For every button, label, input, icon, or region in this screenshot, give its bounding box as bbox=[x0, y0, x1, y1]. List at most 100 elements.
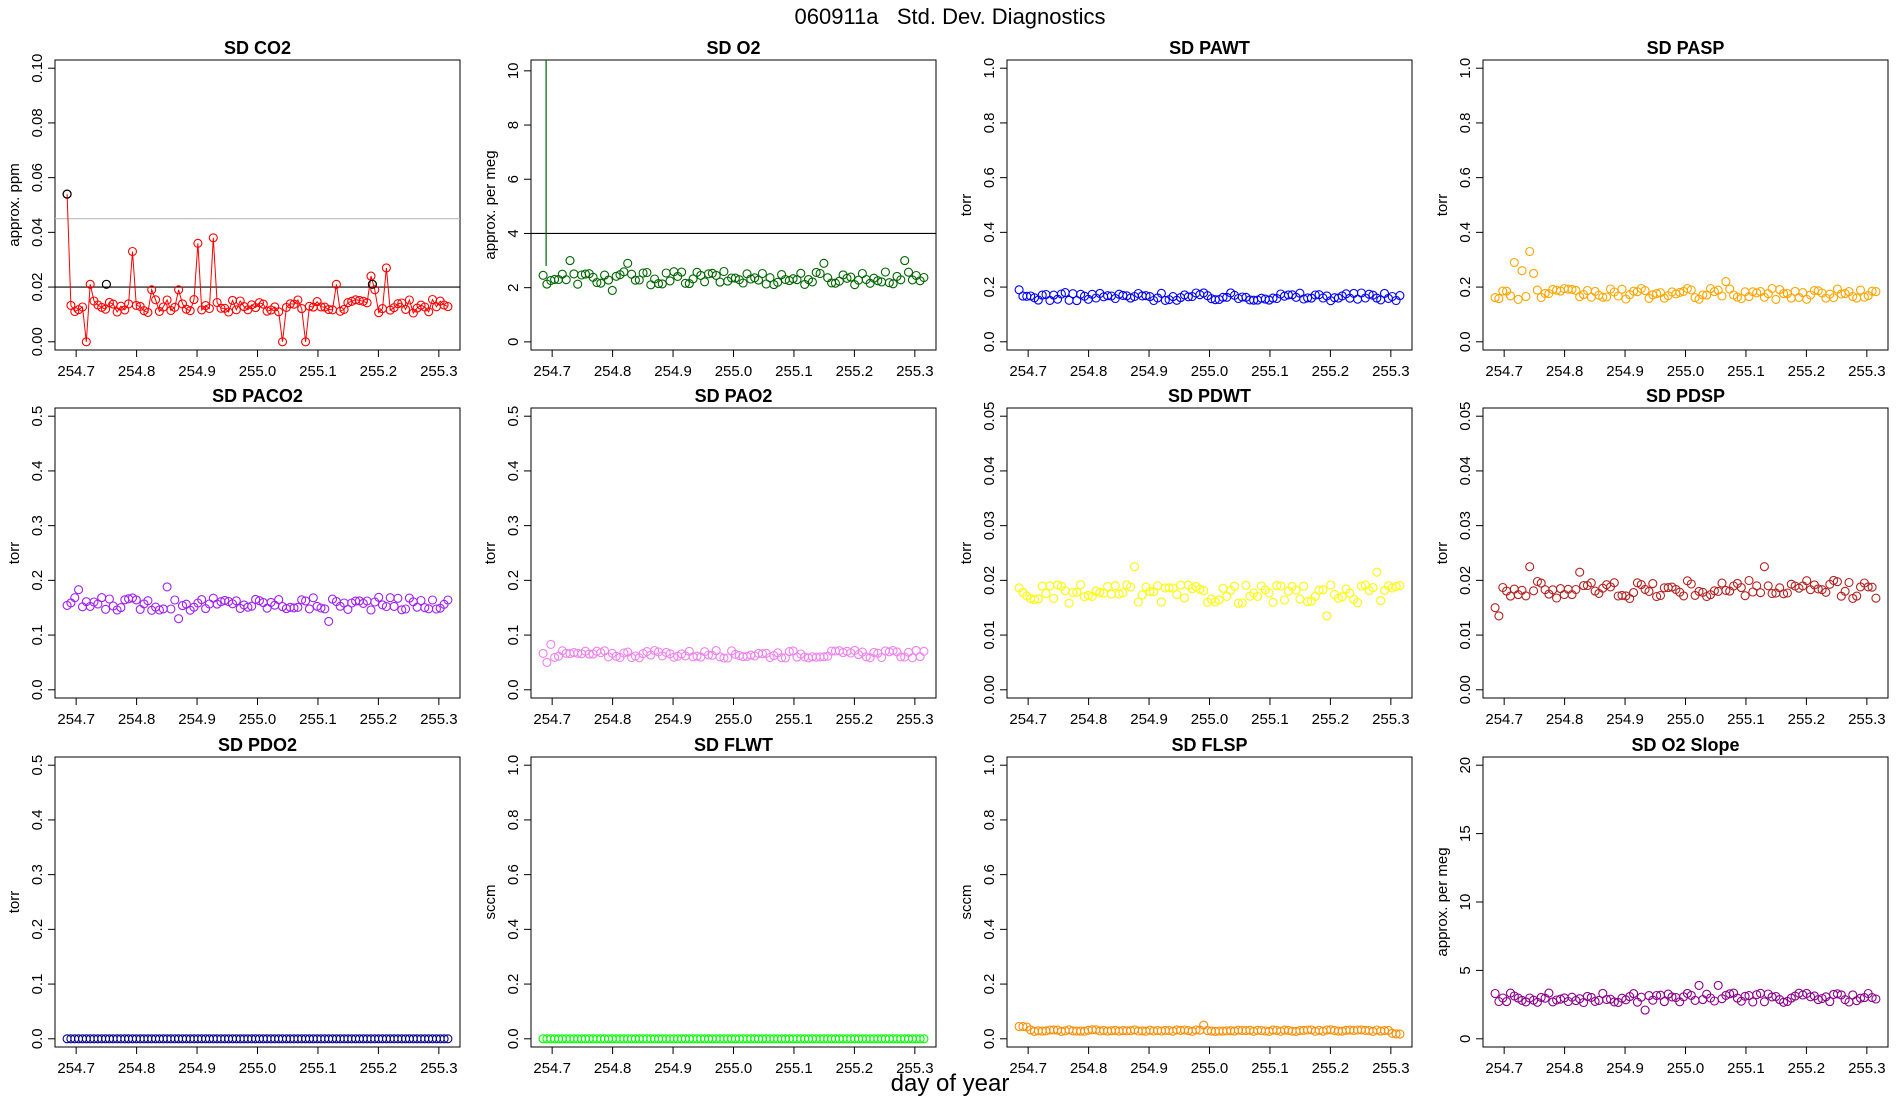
data-point bbox=[1544, 988, 1554, 998]
x-tick-label: 254.8 bbox=[1546, 711, 1584, 728]
data-point bbox=[1156, 597, 1166, 607]
data-point bbox=[1218, 292, 1228, 302]
data-point bbox=[170, 302, 180, 312]
data-point bbox=[1372, 567, 1382, 577]
data-point bbox=[1176, 580, 1186, 590]
x-tick-label: 254.7 bbox=[1009, 363, 1047, 380]
data-point bbox=[1598, 988, 1608, 998]
panel-title: SD PAWT bbox=[1169, 38, 1250, 58]
data-point bbox=[723, 653, 733, 663]
data-point bbox=[1076, 580, 1086, 590]
x-tick-label: 254.8 bbox=[1546, 363, 1584, 380]
data-point bbox=[1395, 1029, 1405, 1039]
x-tick-label: 255.0 bbox=[715, 363, 753, 380]
x-tick-label: 254.8 bbox=[594, 363, 632, 380]
data-point bbox=[101, 604, 111, 614]
data-point bbox=[1237, 292, 1247, 302]
data-point bbox=[443, 1034, 453, 1044]
data-point bbox=[293, 602, 303, 612]
data-point bbox=[70, 593, 80, 603]
y-tick-label: 1.0 bbox=[505, 755, 522, 776]
x-tick-label: 255.3 bbox=[420, 711, 458, 728]
x-tick-label: 255.1 bbox=[299, 1060, 337, 1077]
data-point bbox=[815, 268, 825, 279]
y-tick-label: 0.0 bbox=[1457, 331, 1474, 352]
data-point bbox=[1045, 581, 1055, 591]
x-tick-label: 254.9 bbox=[1130, 711, 1168, 728]
data-point bbox=[185, 306, 195, 316]
data-point bbox=[661, 647, 671, 657]
highlight-point bbox=[62, 189, 72, 199]
data-point bbox=[1049, 593, 1059, 603]
data-point bbox=[1356, 581, 1366, 591]
data-point bbox=[1752, 581, 1762, 591]
y-tick-label: 0.03 bbox=[981, 511, 998, 540]
data-point bbox=[1536, 992, 1546, 1002]
data-point bbox=[1103, 582, 1113, 592]
plot-frame bbox=[1006, 407, 1413, 699]
y-axis-label: sccm bbox=[482, 885, 499, 920]
data-point bbox=[1740, 991, 1750, 1001]
data-point bbox=[619, 648, 629, 658]
data-point bbox=[1376, 596, 1386, 606]
data-point bbox=[1586, 292, 1596, 302]
data-point bbox=[1832, 577, 1842, 587]
data-point bbox=[1268, 597, 1278, 607]
data-point bbox=[1164, 583, 1174, 593]
data-point bbox=[1648, 579, 1658, 589]
y-tick-label: 0.08 bbox=[29, 108, 46, 137]
data-point bbox=[657, 279, 667, 289]
y-tick-label: 0.0 bbox=[29, 1028, 46, 1049]
data-point bbox=[174, 614, 184, 624]
data-point bbox=[630, 275, 640, 285]
data-point bbox=[1141, 291, 1151, 301]
plot-frame bbox=[1006, 756, 1413, 1048]
data-point bbox=[1041, 589, 1051, 599]
data-point bbox=[730, 273, 740, 283]
data-point bbox=[301, 596, 311, 606]
data-point bbox=[1779, 997, 1789, 1007]
x-tick-label: 255.2 bbox=[1788, 711, 1826, 728]
data-point bbox=[220, 595, 230, 605]
data-point bbox=[861, 652, 871, 662]
y-tick-label: 0.4 bbox=[505, 460, 522, 481]
data-point bbox=[1682, 283, 1692, 294]
data-point bbox=[1322, 611, 1332, 621]
data-point bbox=[370, 285, 380, 295]
data-point bbox=[603, 275, 614, 285]
data-point bbox=[915, 1034, 925, 1044]
data-point bbox=[819, 652, 829, 662]
data-point bbox=[1717, 291, 1727, 301]
x-tick-label: 254.8 bbox=[594, 1060, 632, 1077]
y-tick-label: 0.05 bbox=[981, 402, 998, 431]
series-line bbox=[66, 194, 449, 342]
data-point bbox=[374, 592, 384, 602]
data-point bbox=[1848, 291, 1858, 302]
x-tick-label: 255.0 bbox=[715, 1060, 753, 1077]
panel-sd-co2: SD CO2 approx. ppm 0.00 0.02 0.04 0.06 0.08 0.1… bbox=[6, 38, 461, 380]
data-point bbox=[1103, 291, 1113, 301]
data-point bbox=[1521, 591, 1531, 601]
data-point bbox=[285, 299, 295, 309]
x-tick-label: 254.8 bbox=[1546, 1060, 1584, 1077]
data-point bbox=[546, 639, 556, 649]
x-tick-label: 254.8 bbox=[118, 363, 156, 380]
data-point bbox=[538, 648, 548, 658]
data-point bbox=[1395, 580, 1405, 591]
data-point bbox=[1064, 598, 1074, 608]
x-tick-label: 254.9 bbox=[1606, 1060, 1644, 1077]
data-point bbox=[896, 275, 906, 285]
data-point bbox=[1191, 1025, 1201, 1035]
x-tick-label: 255.0 bbox=[1667, 363, 1705, 380]
data-point bbox=[101, 304, 111, 314]
x-tick-label: 254.9 bbox=[178, 711, 216, 728]
data-point bbox=[1640, 1005, 1650, 1015]
data-point bbox=[1686, 285, 1696, 295]
data-point bbox=[1694, 980, 1704, 990]
data-point bbox=[1725, 989, 1735, 999]
data-point bbox=[1752, 990, 1762, 1000]
data-point bbox=[427, 595, 438, 605]
data-point bbox=[1598, 292, 1608, 302]
panel-title: SD PASP bbox=[1647, 38, 1725, 58]
data-point bbox=[1825, 997, 1835, 1007]
